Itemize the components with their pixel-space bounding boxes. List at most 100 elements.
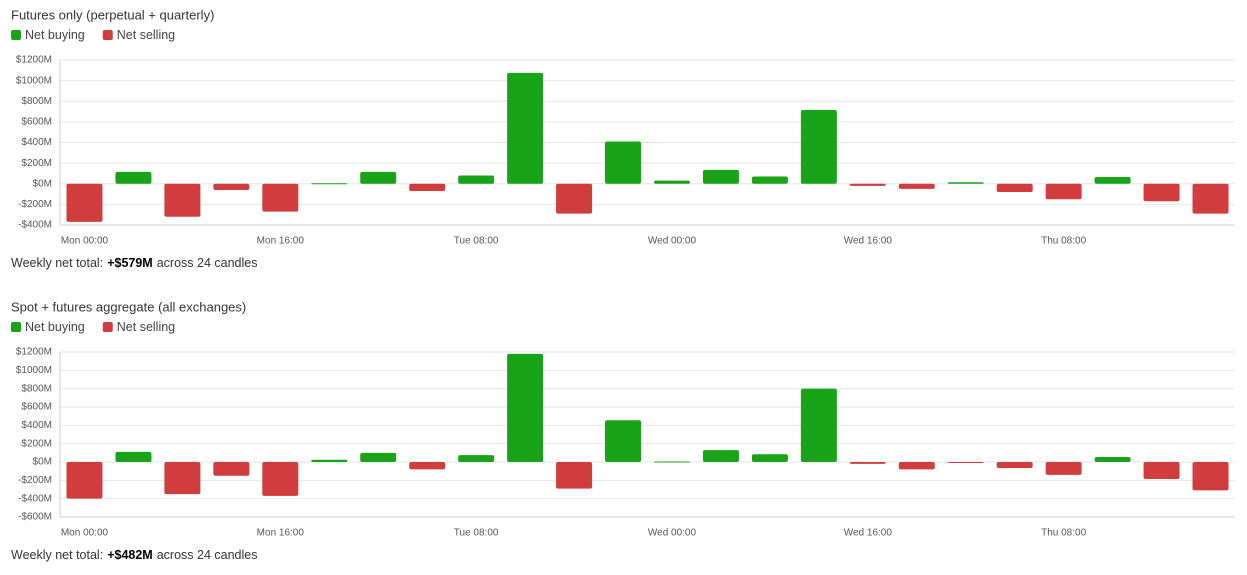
bar	[947, 462, 984, 463]
bar	[800, 388, 837, 462]
bar	[458, 455, 495, 462]
y-tick-label: $1000M	[16, 365, 52, 376]
y-tick-label: -$200M	[18, 199, 52, 210]
x-tick-label: Wed 00:00	[648, 528, 697, 539]
bar	[751, 176, 788, 184]
bar	[1094, 177, 1131, 184]
legend-swatch	[11, 30, 21, 40]
x-tick-label: Mon 16:00	[257, 528, 305, 539]
footer-total: +$579M	[107, 256, 153, 270]
chart: Spot + futures aggregate (all exchanges)…	[11, 299, 1235, 562]
x-tick-label: Mon 00:00	[61, 528, 109, 539]
bar	[115, 171, 152, 184]
bar	[556, 183, 593, 214]
bar	[556, 462, 593, 489]
y-tick-label: $200M	[21, 438, 52, 449]
bar	[702, 169, 739, 184]
bar	[262, 183, 299, 212]
x-tick-label: Wed 16:00	[844, 528, 893, 539]
y-tick-label: $400M	[21, 137, 52, 148]
bar	[164, 462, 201, 495]
legend-swatch	[102, 30, 113, 40]
x-tick-label: Mon 00:00	[61, 236, 109, 247]
y-tick-label: $1200M	[16, 347, 52, 358]
bar	[507, 353, 544, 462]
bar	[213, 462, 250, 476]
bar	[947, 182, 984, 184]
bar	[458, 175, 495, 184]
footer: Weekly net total: +$482M across 24 candles	[11, 548, 257, 562]
legend-swatch	[102, 322, 113, 332]
footer-suffix: across 24 candles	[157, 548, 258, 562]
x-tick-label: Tue 08:00	[454, 528, 499, 539]
bar	[1045, 462, 1082, 475]
bar	[800, 110, 837, 184]
bar	[1143, 183, 1180, 202]
footer-suffix: across 24 candles	[157, 256, 258, 270]
bar	[898, 183, 935, 189]
y-tick-label: $800M	[21, 383, 52, 394]
bar	[653, 180, 690, 184]
bar	[1192, 462, 1229, 491]
y-tick-label: -$400M	[18, 220, 52, 231]
bar	[996, 462, 1033, 468]
y-tick-label: $1000M	[16, 75, 52, 86]
bar	[1192, 183, 1229, 214]
bar	[849, 183, 886, 186]
chart: Futures only (perpetual + quarterly) Net …	[11, 7, 1235, 270]
y-tick-label: $400M	[21, 420, 52, 431]
y-tick-label: $0M	[33, 178, 52, 189]
bar	[1045, 183, 1082, 200]
x-tick-label: Wed 00:00	[648, 236, 697, 247]
bar	[360, 171, 397, 184]
bar	[66, 183, 103, 222]
bar	[1094, 456, 1131, 462]
bar	[115, 451, 152, 462]
x-tick-label: Thu 08:00	[1041, 528, 1086, 539]
bar	[1143, 462, 1180, 479]
x-tick-label: Mon 16:00	[257, 236, 305, 247]
bar	[996, 183, 1033, 192]
bar	[653, 461, 690, 463]
y-tick-label: -$200M	[18, 475, 52, 486]
y-tick-label: $600M	[21, 117, 52, 128]
bar	[311, 459, 348, 462]
y-tick-label: $800M	[21, 96, 52, 107]
legend-label: Net buying	[25, 320, 85, 334]
legend-swatch	[11, 322, 21, 332]
legend-label: Net selling	[117, 320, 175, 334]
bar	[849, 462, 886, 464]
chart-title: Futures only (perpetual + quarterly)	[11, 7, 214, 22]
footer-total: +$482M	[107, 548, 153, 562]
y-tick-label: $1200M	[16, 55, 52, 66]
legend-label: Net buying	[25, 28, 85, 42]
x-tick-label: Thu 08:00	[1041, 236, 1086, 247]
x-tick-label: Wed 16:00	[844, 236, 893, 247]
bar	[262, 462, 299, 496]
y-tick-label: $0M	[33, 457, 52, 468]
bar	[702, 450, 739, 462]
bar	[898, 462, 935, 470]
bar	[409, 183, 446, 191]
footer: Weekly net total: +$579M across 24 candles	[11, 256, 257, 270]
x-tick-label: Tue 08:00	[454, 236, 499, 247]
chart-title: Spot + futures aggregate (all exchanges)	[11, 299, 246, 314]
legend-label: Net selling	[117, 28, 175, 42]
y-tick-label: $600M	[21, 402, 52, 413]
footer-prefix: Weekly net total:	[11, 256, 103, 270]
y-tick-label: $200M	[21, 158, 52, 169]
bar	[605, 141, 642, 184]
bar	[507, 72, 544, 184]
bar	[751, 454, 788, 462]
y-tick-label: -$400M	[18, 493, 52, 504]
bar	[66, 462, 103, 499]
bar	[605, 420, 642, 462]
bar	[164, 183, 201, 217]
footer-prefix: Weekly net total:	[11, 548, 103, 562]
y-tick-label: -$600M	[18, 512, 52, 523]
bar	[311, 183, 348, 185]
bar	[409, 462, 446, 470]
bar	[360, 452, 397, 462]
bar	[213, 183, 250, 190]
